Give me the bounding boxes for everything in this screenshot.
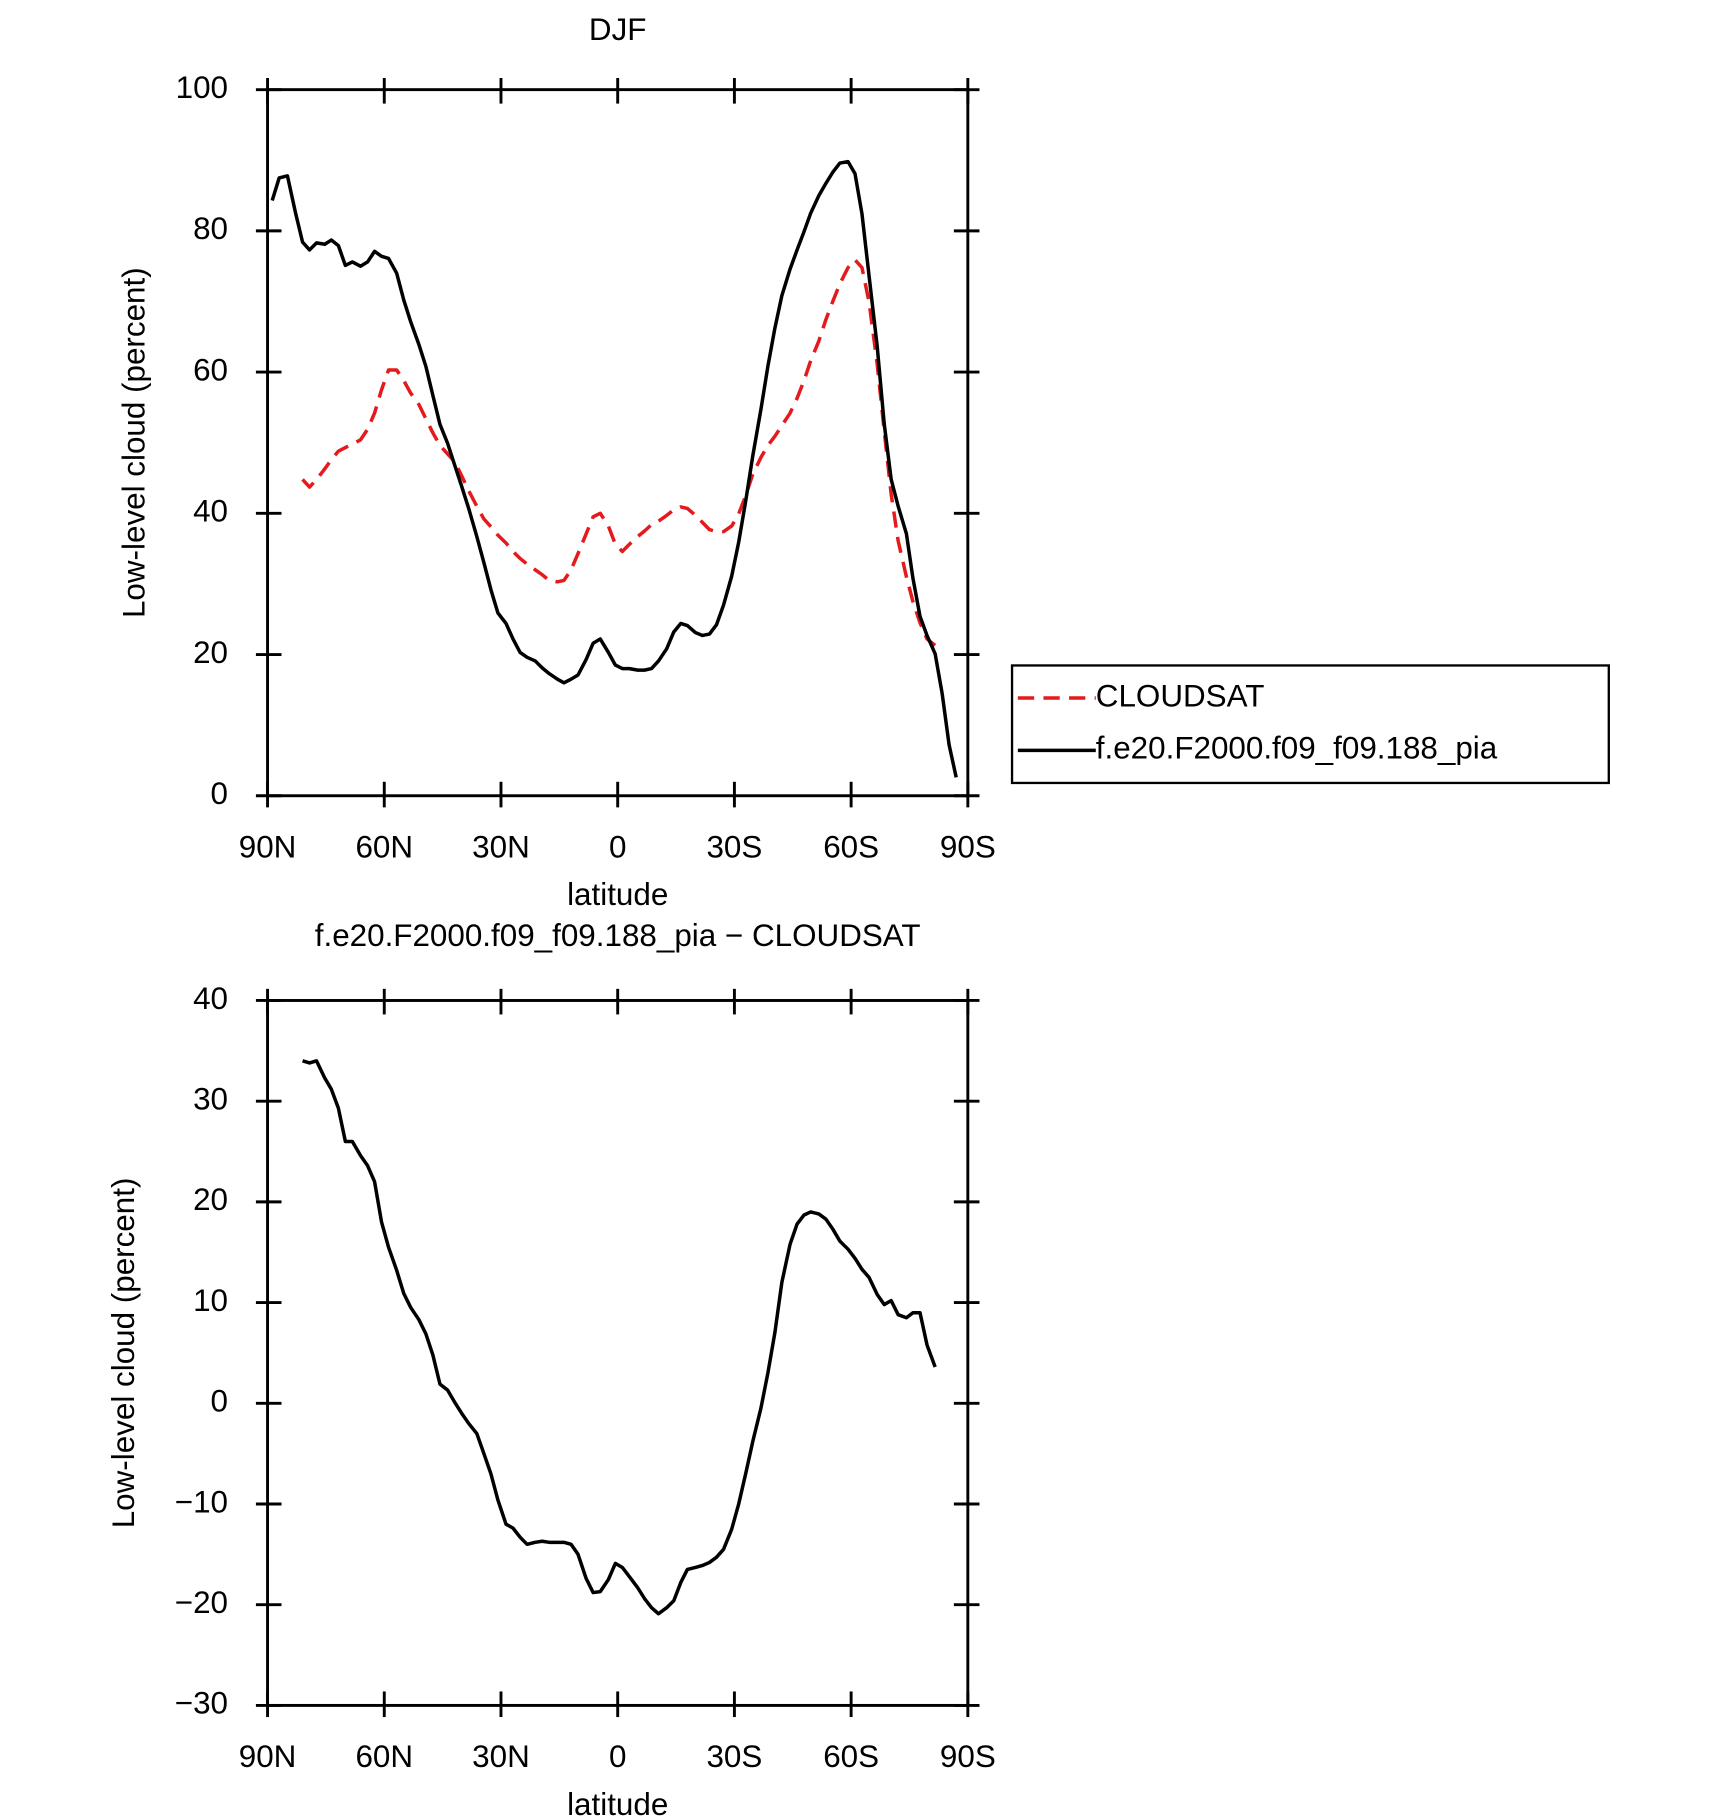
data-line xyxy=(302,1059,937,1616)
y-tick-label: 30 xyxy=(193,1081,228,1116)
x-tick-label: 30S xyxy=(706,830,762,865)
x-tick-label: 90N xyxy=(239,1739,297,1774)
y-tick-label: −20 xyxy=(175,1585,228,1620)
legend-label: CLOUDSAT xyxy=(1096,678,1265,713)
y-tick-label: 0 xyxy=(211,1384,228,1419)
y-tick-label: 20 xyxy=(193,1182,228,1217)
y-tick-label: −10 xyxy=(175,1484,228,1519)
x-tick-label: 0 xyxy=(609,1739,626,1774)
y-tick-label: 40 xyxy=(193,494,228,529)
y-tick-label: 100 xyxy=(176,70,228,105)
data-line xyxy=(301,258,937,647)
y-axis-label: Low-level cloud (percent) xyxy=(106,1178,141,1529)
x-tick-label: 30S xyxy=(706,1739,762,1774)
x-tick-label: 60N xyxy=(355,1739,413,1774)
x-tick-label: 0 xyxy=(609,830,626,865)
x-tick-label: 60S xyxy=(823,830,879,865)
x-axis-label: latitude xyxy=(567,1787,668,1816)
legend-label: f.e20.F2000.f09_f09.188_pia xyxy=(1096,731,1498,766)
x-tick-label: 90S xyxy=(940,1739,996,1774)
x-tick-label: 60N xyxy=(355,830,413,865)
chart-title: f.e20.F2000.f09_f09.188_pia − CLOUDSAT xyxy=(315,918,921,953)
y-tick-label: 60 xyxy=(193,352,228,387)
x-tick-label: 90N xyxy=(239,830,297,865)
legend-box xyxy=(1010,664,1610,785)
y-axis-label: Low-level cloud (percent) xyxy=(116,267,151,618)
y-tick-label: −30 xyxy=(175,1686,228,1721)
y-tick-label: 10 xyxy=(193,1283,228,1318)
y-tick-label: 80 xyxy=(193,211,228,246)
x-tick-label: 30N xyxy=(472,830,530,865)
x-tick-label: 60S xyxy=(823,1739,879,1774)
data-line xyxy=(270,159,958,778)
x-tick-label: 90S xyxy=(940,830,996,865)
y-tick-label: 40 xyxy=(193,981,228,1016)
y-tick-label: 0 xyxy=(211,776,228,811)
plot-frame xyxy=(266,999,970,1707)
x-tick-label: 30N xyxy=(472,1739,530,1774)
plot-frame xyxy=(266,88,970,798)
x-axis-label: latitude xyxy=(567,877,668,912)
chart-title: DJF xyxy=(589,12,647,47)
y-tick-label: 20 xyxy=(193,635,228,670)
